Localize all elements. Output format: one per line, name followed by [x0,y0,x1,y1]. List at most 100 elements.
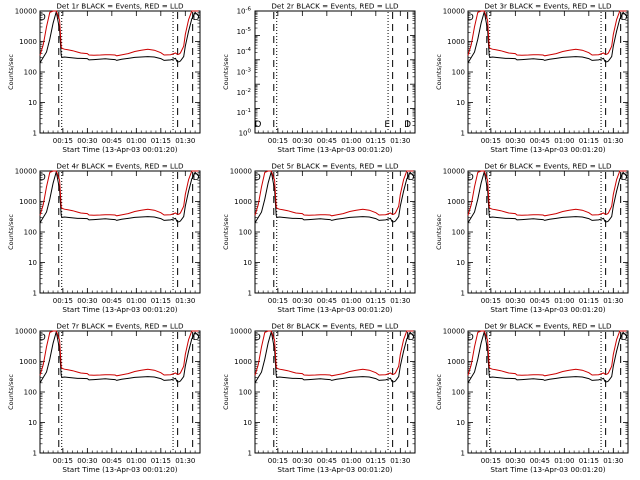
y-tick-label: 10 [28,259,37,267]
y-tick-label: 10000 [443,328,465,336]
events-series-line [39,331,199,384]
y-tick-label: 10-6 [237,7,252,16]
y-tick-base: 10 [237,89,246,97]
event-marker-label: D [39,13,46,23]
y-tick-exponent: -6 [246,7,252,13]
panel-6: Det 6r BLACK = Events, RED = LLD 1 10 100 10… [435,162,629,314]
y-tick-label: 1000 [19,38,37,46]
x-tick-label: 01:15 [579,457,599,465]
y-tick-label: 100 [239,389,252,397]
x-tick-label: 01:30 [175,297,195,305]
panel-1: Det 1r BLACK = Events, RED = LLD 1 10 100 10… [7,2,201,154]
x-tick-label: 00:30 [505,457,525,465]
event-marker-label: D [193,173,200,183]
panel-title: Det 3r BLACK = Events, RED = LLD [484,2,612,11]
x-tick-label: 01:15 [366,297,386,305]
y-axis-label: Counts/sec [7,54,15,90]
x-tick-label: 00:45 [102,297,122,305]
lld-series-line [254,330,414,377]
y-tick-base: 10 [237,28,246,36]
events-series-line [467,171,627,224]
x-tick-label: 00:30 [292,457,312,465]
x-tick-label: 01:00 [341,297,361,305]
plot-frame [39,10,201,134]
y-axis-label: Counts/sec [435,214,443,250]
y-tick-label: 10-4 [237,47,252,56]
x-tick-label: 00:30 [77,137,97,145]
plot-frame [254,170,416,294]
event-marker-label: D [408,173,415,183]
y-tick-label: 10 [28,419,37,427]
x-tick-label: 00:45 [317,137,337,145]
event-marker-label: D [408,333,415,343]
x-tick-label: 01:00 [554,137,574,145]
x-tick-label: 01:00 [126,457,146,465]
y-tick-label: 10000 [443,168,465,176]
event-marker-label: D [39,333,46,343]
y-tick-base: 10 [237,69,246,77]
event-marker-label: D [467,173,474,183]
y-tick-label: 100 [452,69,465,77]
events-series-line [467,331,627,384]
y-axis-label: Counts/sec [435,54,443,90]
x-tick-label: 00:15 [268,457,288,465]
x-tick-label: 00:30 [77,297,97,305]
y-tick-label: 1 [461,450,465,458]
x-tick-label: 00:15 [481,457,501,465]
y-tick-label: 100 [24,69,37,77]
plot-frame [467,330,629,454]
y-tick-label: 1000 [234,358,252,366]
y-tick-label: 100 [239,229,252,237]
x-tick-label: 01:30 [603,457,623,465]
event-marker-label: D [621,173,628,183]
y-tick-base: 10 [239,130,248,138]
y-tick-label: 10-2 [237,88,251,97]
x-axis-label: Start Time (13-Apr-03 00:01:20) [62,145,177,154]
x-tick-label: 00:45 [530,297,550,305]
y-tick-label: 100 [24,229,37,237]
lld-series-line [467,330,627,377]
x-tick-label: 01:30 [175,137,195,145]
y-tick-exponent: -3 [246,68,252,74]
panel-title: Det 7r BLACK = Events, RED = LLD [56,322,184,331]
y-tick-label: 1 [248,450,252,458]
y-tick-label: 10 [456,99,465,107]
lld-series-line [467,10,627,57]
plot-frame [254,10,416,134]
x-tick-label: 01:30 [390,137,410,145]
y-tick-label: 10 [243,259,252,267]
panel-8: Det 8r BLACK = Events, RED = LLD 1 10 100 10… [222,322,416,474]
panel-title: Det 2r BLACK = Events, RED = LLD [271,2,399,11]
y-tick-label: 1000 [234,198,252,206]
x-tick-label: 00:15 [481,137,501,145]
event-marker-label: D [39,173,46,183]
y-tick-label: 1000 [447,198,465,206]
y-axis-label: Counts/sec [435,374,443,410]
lld-series-line [467,170,627,217]
y-tick-label: 10-3 [237,68,252,77]
y-tick-label: 100 [24,389,37,397]
y-tick-label: 10000 [15,8,37,16]
y-tick-exponent: -4 [246,47,252,53]
y-tick-label: 100 [239,129,252,138]
x-tick-label: 00:15 [481,297,501,305]
y-tick-label: 10000 [15,168,37,176]
event-marker-label: D [193,13,200,23]
event-marker-label: D [621,333,628,343]
x-tick-label: 01:00 [126,297,146,305]
event-marker-label: E [384,120,390,130]
x-axis-label: Start Time (13-Apr-03 00:01:20) [62,465,177,474]
y-tick-label: 1000 [19,198,37,206]
x-tick-label: 00:45 [317,457,337,465]
plot-frame [467,10,629,134]
x-tick-label: 01:00 [126,137,146,145]
y-tick-label: 1 [461,130,465,138]
y-tick-exponent: 0 [248,129,252,135]
y-axis-label: Counts/sec [7,374,15,410]
y-tick-label: 10 [28,99,37,107]
event-marker-label: D [193,333,200,343]
x-tick-label: 01:00 [554,297,574,305]
y-tick-label: 10000 [443,8,465,16]
x-tick-label: 01:15 [151,297,171,305]
event-marker-label: D [254,173,261,183]
